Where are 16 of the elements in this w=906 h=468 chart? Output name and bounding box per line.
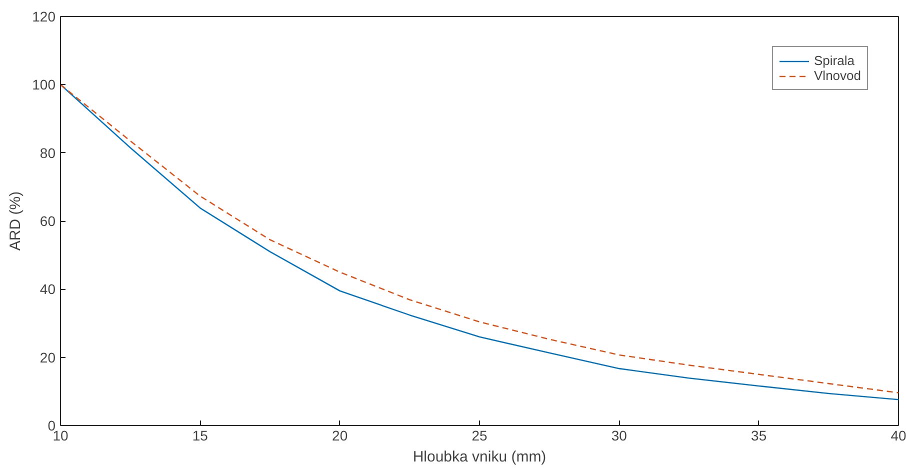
legend-label: Spirala [814, 53, 854, 68]
y-tick-label: 100 [32, 76, 56, 93]
y-tick-label: 120 [32, 8, 56, 24]
x-tick-label: 30 [611, 428, 628, 444]
y-tick-label: 20 [40, 349, 56, 366]
y-tick-label: 40 [40, 281, 56, 298]
legend-label: Vlnovod [814, 68, 861, 83]
x-axis-title: Hloubka vniku (mm) [412, 448, 546, 466]
x-tick-label: 35 [751, 428, 767, 444]
x-tick-label: 15 [192, 428, 208, 444]
x-tick-label: 25 [472, 428, 488, 444]
y-tick-label: 60 [40, 213, 56, 229]
y-axis-title: ARD (%) [7, 191, 24, 251]
x-tick-label: 40 [890, 428, 906, 444]
y-tick-label: 80 [40, 144, 56, 161]
x-tick-label: 20 [332, 428, 348, 444]
